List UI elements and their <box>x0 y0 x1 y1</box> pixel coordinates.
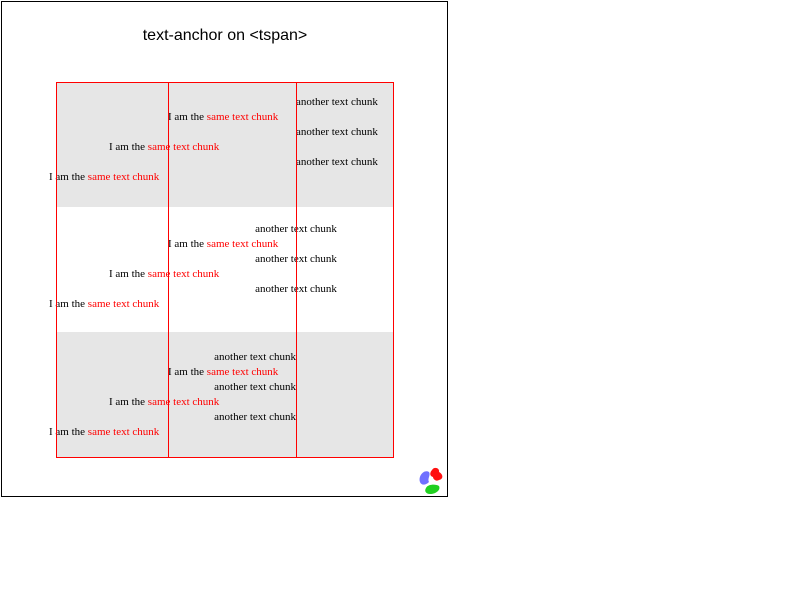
band-row-3 <box>56 332 393 457</box>
row-3-another-text-chunk: another text chunk <box>214 351 296 363</box>
phrase-highlight: same text chunk <box>148 141 220 153</box>
phrase-lead: I am the <box>168 366 207 378</box>
phrase-highlight: same text chunk <box>88 171 160 183</box>
row-3-same-text-chunk: I am the same text chunk <box>168 366 279 378</box>
phrase-lead: I am the <box>49 426 88 438</box>
phrase-lead: I am the <box>109 268 148 280</box>
row-1-another-text-chunk: another text chunk <box>296 96 378 108</box>
row-1-another-text-chunk: another text chunk <box>296 126 378 138</box>
guide-lines <box>56 82 394 458</box>
text-rows: another text chunk I am the same text chu… <box>49 96 378 438</box>
row-2-same-text-chunk: I am the same text chunk <box>168 238 279 250</box>
row-1-another-text-chunk: another text chunk <box>296 156 378 168</box>
phrase-highlight: same text chunk <box>207 238 279 250</box>
guide-box <box>56 82 394 458</box>
row-2-same-text-chunk: I am the same text chunk <box>49 298 160 310</box>
row-3-same-text-chunk: I am the same text chunk <box>49 426 160 438</box>
row-1-same-text-chunk: I am the same text chunk <box>109 141 220 153</box>
phrase-lead: I am the <box>109 396 148 408</box>
page-title: text-anchor on <tspan> <box>143 27 308 44</box>
row-1-same-text-chunk: I am the same text chunk <box>49 171 160 183</box>
phrase-lead: I am the <box>49 298 88 310</box>
phrase-highlight: same text chunk <box>148 268 220 280</box>
svg-logo-icon <box>419 467 443 494</box>
phrase-lead: I am the <box>49 171 88 183</box>
phrase-highlight: same text chunk <box>207 366 279 378</box>
phrase-highlight: same text chunk <box>88 426 160 438</box>
band-row-1 <box>56 82 393 207</box>
row-2-same-text-chunk: I am the same text chunk <box>109 268 220 280</box>
row-3-another-text-chunk: another text chunk <box>214 411 296 423</box>
phrase-lead: I am the <box>168 111 207 123</box>
phrase-lead: I am the <box>109 141 148 153</box>
phrase-lead: I am the <box>168 238 207 250</box>
phrase-highlight: same text chunk <box>88 298 160 310</box>
row-1-same-text-chunk: I am the same text chunk <box>168 111 279 123</box>
phrase-highlight: same text chunk <box>148 396 220 408</box>
row-3-same-text-chunk: I am the same text chunk <box>109 396 220 408</box>
row-3-another-text-chunk: another text chunk <box>214 381 296 393</box>
phrase-highlight: same text chunk <box>207 111 279 123</box>
